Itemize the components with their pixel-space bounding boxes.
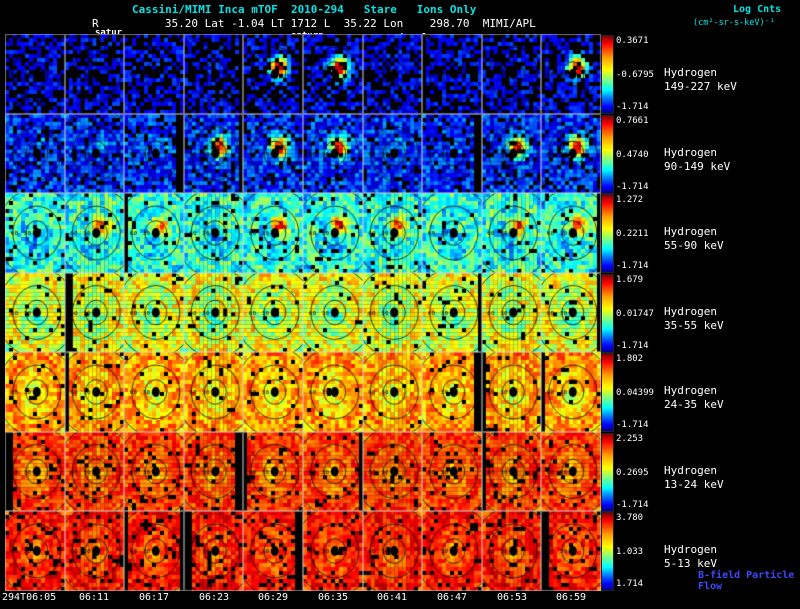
time-tick-8: 06:53 <box>496 592 528 603</box>
cb-max-row5: 1.802 <box>616 354 644 364</box>
row2-energy: 90-149 keV <box>664 160 731 173</box>
cb-max-row3: 1.272 <box>616 195 644 205</box>
row3-energy: 55-90 keV <box>664 239 724 252</box>
colorbar-units-label: Log Cnts <box>733 4 782 15</box>
row2-species: Hydrogen <box>664 146 717 159</box>
cb-mid-row4: 0.01747 <box>616 309 654 319</box>
cb-min-row7: 1.714 <box>616 579 644 589</box>
row5-energy: 24-35 keV <box>664 398 724 411</box>
cb-mid-row6: 0.2695 <box>616 468 649 478</box>
colorbar-row1 <box>601 35 614 114</box>
colorbar-row2 <box>601 115 614 194</box>
cb-min-row3: -1.714 <box>616 261 649 271</box>
cb-mid-row7: 1.033 <box>616 547 644 557</box>
row4-energy: 35-55 keV <box>664 319 724 332</box>
colorbar-row3 <box>601 194 614 273</box>
cb-mid-row2: 0.4740 <box>616 150 649 160</box>
colorbar-row4 <box>601 274 614 353</box>
plot-title: Cassini/MIMI Inca mTOF 2010-294 Stare Io… <box>132 3 477 16</box>
cb-max-row7: 3.780 <box>616 513 644 523</box>
cb-mid-row1: -0.6795 <box>616 70 654 80</box>
row7-species: Hydrogen <box>664 543 717 556</box>
ephemeris-info: R 35.20 Lat -1.04 LT 1712 L 35.22 Lon 29… <box>92 17 536 30</box>
row7-energy: 5-13 keV <box>664 557 717 570</box>
row6-energy: 13-24 keV <box>664 478 724 491</box>
cb-max-row4: 1.679 <box>616 275 644 285</box>
cb-min-row2: -1.714 <box>616 182 649 192</box>
cb-min-row1: -1.714 <box>616 102 649 112</box>
time-tick-9: 06:59 <box>555 592 587 603</box>
time-tick-6: 06:41 <box>376 592 408 603</box>
cb-min-row4: -1.714 <box>616 341 649 351</box>
time-tick-3: 06:23 <box>198 592 230 603</box>
heatmap-grid <box>5 34 601 591</box>
colorbar-row5 <box>601 353 614 432</box>
time-tick-0: 294T06:05 <box>2 592 57 603</box>
colorbar-units-formula: (cm²-sr-s-keV)⁻¹ <box>693 18 775 28</box>
row1-species: Hydrogen <box>664 66 717 79</box>
row3-species: Hydrogen <box>664 225 717 238</box>
time-tick-2: 06:17 <box>138 592 170 603</box>
row1-energy: 149-227 keV <box>664 80 737 93</box>
bfield-flow-label: B-field Particle Flow <box>698 570 795 592</box>
time-tick-1: 06:11 <box>78 592 110 603</box>
cb-max-row2: 0.7661 <box>616 116 649 126</box>
row4-species: Hydrogen <box>664 305 717 318</box>
cb-mid-row5: 0.04399 <box>616 388 654 398</box>
marker-saturn-1: satur <box>95 28 123 38</box>
cb-min-row5: -1.714 <box>616 420 649 430</box>
cb-min-row6: -1.714 <box>616 500 649 510</box>
colorbar-row7 <box>601 512 614 591</box>
cb-mid-row3: 0.2211 <box>616 229 649 239</box>
colorbar-row6 <box>601 433 614 512</box>
time-tick-5: 06:35 <box>317 592 349 603</box>
row5-species: Hydrogen <box>664 384 717 397</box>
time-tick-7: 06:47 <box>436 592 468 603</box>
time-tick-4: 06:29 <box>257 592 289 603</box>
cb-max-row6: 2.253 <box>616 434 644 444</box>
row6-species: Hydrogen <box>664 464 717 477</box>
cb-max-row1: 0.3671 <box>616 36 649 46</box>
